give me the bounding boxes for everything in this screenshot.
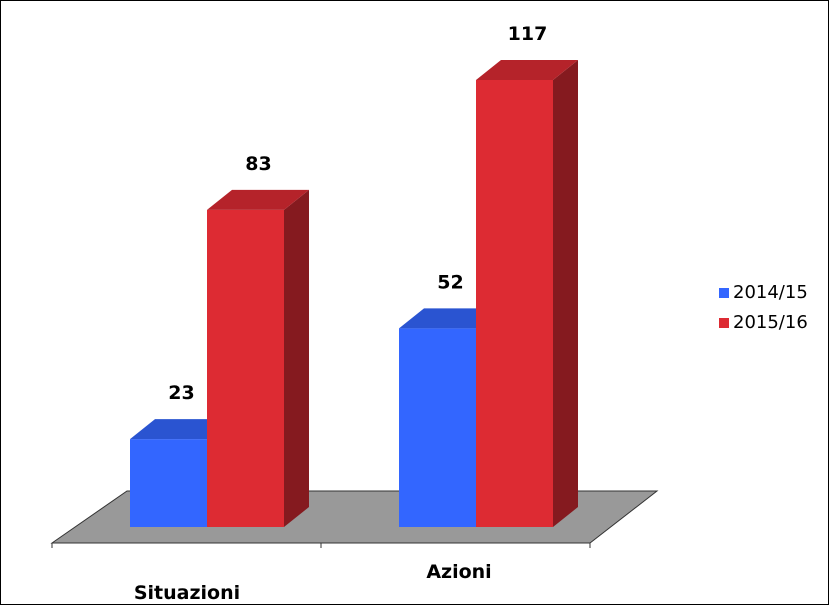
data-label: 83	[245, 153, 271, 175]
bar-2015-16-situazioni	[207, 189, 309, 527]
category-label: Situazioni	[134, 582, 240, 604]
legend-swatch	[719, 288, 729, 298]
data-label: 23	[168, 382, 194, 404]
legend-swatch	[719, 318, 729, 328]
category-label: Azioni	[426, 561, 491, 583]
legend-label: 2015/16	[733, 312, 808, 333]
data-label: 117	[508, 23, 548, 45]
data-label: 52	[437, 271, 463, 293]
bar-2015-16-azioni	[476, 60, 578, 527]
legend-label: 2014/15	[733, 282, 808, 303]
